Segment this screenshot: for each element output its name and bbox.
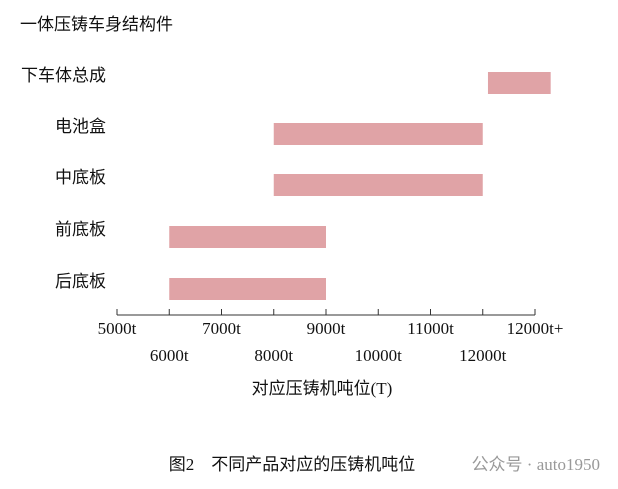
x-tick-label: 12000t bbox=[459, 346, 507, 365]
y-tick-label: 电池盒 bbox=[55, 117, 106, 136]
bar bbox=[273, 174, 483, 196]
bar bbox=[273, 123, 483, 145]
x-tick-label: 11000t bbox=[407, 319, 454, 338]
x-tick-label: 6000t bbox=[150, 346, 189, 365]
x-tick-label: 9000t bbox=[307, 319, 346, 338]
y-tick-label: 下车体总成 bbox=[21, 66, 106, 85]
x-tick-label: 8000t bbox=[254, 346, 293, 365]
x-axis-label: 对应压铸机吨位(T) bbox=[252, 379, 393, 398]
x-tick-label: 5000t bbox=[98, 319, 137, 338]
x-tick-label: 12000t+ bbox=[507, 319, 564, 338]
watermark: 公众号 · auto1950 bbox=[472, 455, 600, 474]
y-tick-label: 前底板 bbox=[55, 220, 106, 239]
caption: 图2 不同产品对应的压铸机吨位 bbox=[169, 455, 416, 474]
bar bbox=[169, 226, 326, 248]
x-tick-label: 10000t bbox=[355, 346, 403, 365]
bar bbox=[169, 278, 326, 300]
bar bbox=[487, 72, 551, 94]
y-tick-label: 后底板 bbox=[55, 272, 106, 291]
x-tick-label: 7000t bbox=[202, 319, 241, 338]
y-tick-label: 中底板 bbox=[55, 168, 106, 187]
chart-title: 一体压铸车身结构件 bbox=[20, 15, 173, 34]
